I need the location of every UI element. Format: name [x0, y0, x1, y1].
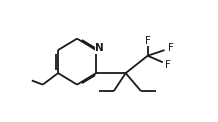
Text: F: F: [165, 60, 171, 70]
Text: N: N: [95, 43, 104, 53]
Text: F: F: [167, 43, 173, 53]
Text: F: F: [145, 36, 151, 46]
